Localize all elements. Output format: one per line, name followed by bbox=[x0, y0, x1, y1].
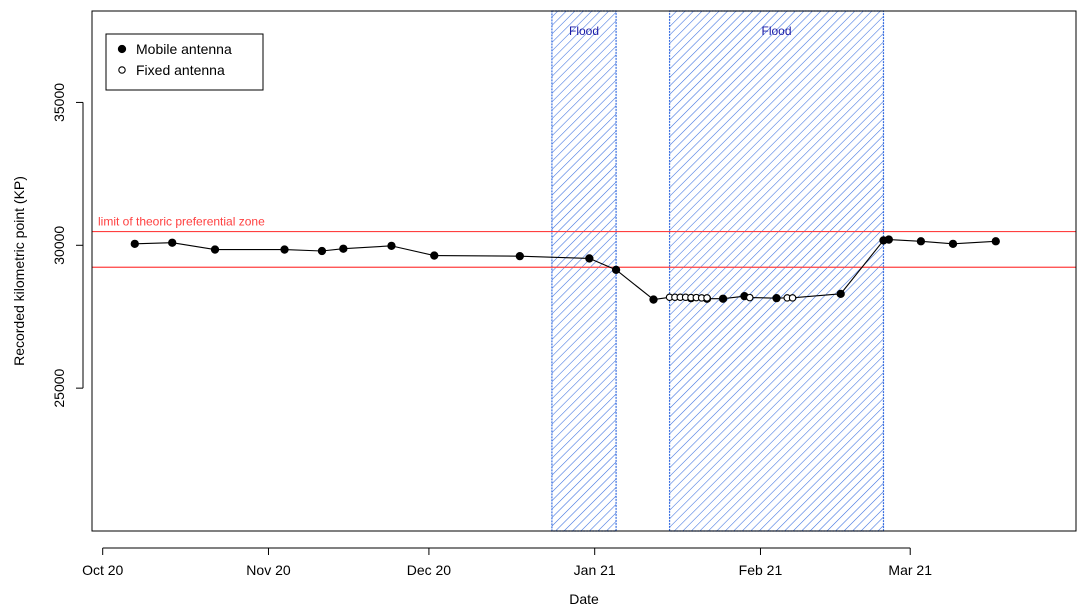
flood-label-2: Flood bbox=[762, 24, 792, 38]
x-axis-title: Date bbox=[569, 591, 599, 607]
mobile-antenna-point bbox=[718, 294, 728, 303]
series-segment bbox=[519, 255, 590, 259]
y-tick-label: 30000 bbox=[51, 226, 67, 265]
x-axis: Oct 20 Nov 20 Dec 20 Jan 21 Feb 21 Mar 21 bbox=[82, 547, 932, 578]
series-segment bbox=[792, 293, 841, 299]
series-segment bbox=[434, 255, 520, 257]
mobile-antenna-point bbox=[585, 254, 594, 263]
reference-line-label: limit of theoric preferential zone bbox=[98, 215, 265, 229]
fixed-antenna-point bbox=[788, 294, 797, 302]
plot-frame bbox=[91, 10, 1077, 532]
series-segment bbox=[134, 242, 173, 245]
mobile-antenna-point bbox=[948, 239, 958, 249]
x-tick-label: Feb 21 bbox=[739, 562, 783, 578]
series-segment bbox=[749, 297, 777, 299]
mobile-antenna-point bbox=[430, 251, 439, 260]
mobile-antenna-point bbox=[387, 241, 396, 251]
x-tick-label: Dec 20 bbox=[407, 562, 452, 578]
mobile-antenna-point bbox=[130, 239, 139, 249]
y-tick-label: 25000 bbox=[51, 368, 67, 407]
reference-lines: limit of theoric preferential zone bbox=[92, 215, 1076, 268]
series-segment bbox=[391, 245, 435, 257]
x-tick-label: Nov 20 bbox=[246, 562, 291, 578]
mobile-antenna-point bbox=[280, 245, 289, 254]
series-segment bbox=[615, 269, 654, 301]
series-segment bbox=[840, 240, 884, 295]
mobile-antenna-point bbox=[884, 235, 893, 244]
mobile-antenna-point bbox=[836, 289, 845, 299]
series-segment bbox=[172, 242, 216, 251]
mobile-antenna-point bbox=[772, 293, 781, 303]
series-segment bbox=[589, 257, 617, 271]
y-axis-title: Recorded kilometric point (KP) bbox=[11, 176, 27, 366]
series-segment bbox=[343, 245, 392, 250]
mobile-antenna-point bbox=[168, 238, 177, 247]
x-tick-label: Mar 21 bbox=[888, 562, 932, 578]
mobile-antenna-point bbox=[339, 244, 348, 253]
legend-open-marker bbox=[118, 66, 126, 74]
x-tick-label: Jan 21 bbox=[574, 562, 616, 578]
series-segment bbox=[920, 240, 954, 245]
mobile-antenna-point bbox=[649, 295, 658, 304]
legend-box bbox=[105, 33, 264, 91]
x-tick-label: Oct 20 bbox=[82, 562, 123, 578]
flood-label-1: Flood bbox=[569, 24, 599, 38]
series-segment bbox=[284, 249, 322, 252]
mobile-antenna-point bbox=[991, 237, 1000, 246]
legend: Mobile antenna Fixed antenna bbox=[105, 33, 264, 91]
flood-band-2 bbox=[668, 10, 885, 532]
legend-label: Mobile antenna bbox=[136, 41, 232, 57]
flood-periods: Flood Flood bbox=[551, 10, 885, 532]
y-tick-label: 35000 bbox=[51, 83, 67, 122]
legend-label: Fixed antenna bbox=[136, 62, 225, 78]
mobile-antenna-point bbox=[515, 251, 524, 261]
mobile-antenna-point bbox=[611, 265, 621, 275]
data-points bbox=[130, 235, 1000, 304]
mobile-antenna-point bbox=[916, 237, 926, 246]
series-segment bbox=[888, 239, 921, 242]
mobile-antenna-point bbox=[317, 246, 327, 256]
y-axis: 25000 30000 35000 bbox=[51, 83, 84, 408]
mobile-antenna-point bbox=[210, 245, 220, 254]
fixed-antenna-point bbox=[746, 293, 754, 302]
legend-filled-marker bbox=[117, 44, 127, 54]
series-segment bbox=[952, 240, 996, 245]
fixed-antenna-point bbox=[703, 294, 711, 302]
flood-band-1 bbox=[551, 10, 617, 532]
